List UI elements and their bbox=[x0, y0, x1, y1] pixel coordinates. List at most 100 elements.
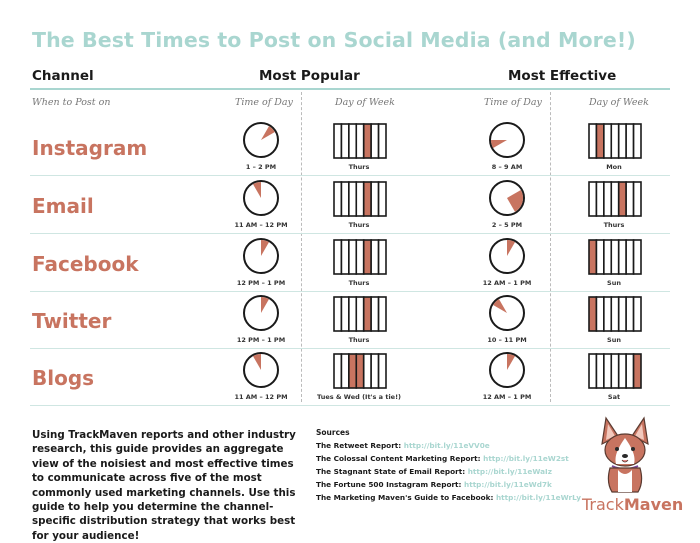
day-cell bbox=[370, 296, 380, 332]
popular-time-label: 12 PM – 1 PM bbox=[236, 336, 286, 344]
corgi-mascot-icon bbox=[601, 416, 649, 493]
day-cell bbox=[603, 353, 613, 389]
popular-time-label: 12 PM – 1 PM bbox=[236, 279, 286, 287]
day-cell bbox=[377, 123, 387, 159]
day-cell bbox=[610, 181, 620, 217]
header-divider bbox=[30, 88, 670, 90]
effective-day-label: Sat bbox=[607, 393, 621, 401]
popular-day-week-chart bbox=[333, 181, 387, 217]
day-cell bbox=[617, 353, 627, 389]
day-cell bbox=[625, 123, 635, 159]
effective-day-label: Thurs bbox=[603, 221, 625, 229]
day-cell-highlighted bbox=[355, 353, 365, 389]
row-divider bbox=[30, 233, 670, 234]
day-cell bbox=[610, 353, 620, 389]
effective-day-week-chart bbox=[588, 353, 642, 389]
popular-day-label: Tues & Wed (It's a tie!) bbox=[316, 393, 402, 401]
source-item: The Retweet Report: http://bit.ly/11eVV0… bbox=[316, 441, 490, 450]
popular-day-week-chart bbox=[333, 353, 387, 389]
day-cell bbox=[625, 181, 635, 217]
time-wedge bbox=[491, 140, 507, 148]
day-cell bbox=[362, 353, 372, 389]
day-cell-highlighted bbox=[362, 296, 372, 332]
day-cell bbox=[348, 239, 358, 275]
source-link[interactable]: http://bit.ly/11eWd7k bbox=[464, 480, 552, 489]
source-item: The Fortune 500 Instagram Report: http:/… bbox=[316, 480, 552, 489]
time-wedge bbox=[261, 297, 269, 313]
channel-name-instagram: Instagram bbox=[32, 136, 148, 160]
day-cell bbox=[603, 296, 613, 332]
popular-day-label: Thurs bbox=[348, 163, 370, 171]
day-cell-highlighted bbox=[617, 181, 627, 217]
day-cell bbox=[355, 181, 365, 217]
popular-time-clock-icon bbox=[243, 238, 279, 274]
source-link[interactable]: http://bit.ly/11eWrLy bbox=[495, 493, 582, 502]
source-link[interactable]: http://bit.ly/11eWaIz bbox=[467, 467, 553, 476]
popular-time-label: 11 AM – 12 PM bbox=[234, 221, 288, 229]
effective-time-clock-icon bbox=[489, 238, 525, 274]
day-cell-highlighted bbox=[588, 296, 598, 332]
day-cell bbox=[340, 239, 350, 275]
day-cell bbox=[632, 239, 642, 275]
day-cell bbox=[595, 353, 605, 389]
effective-day-label: Sun bbox=[607, 279, 621, 287]
sources-heading: Sources bbox=[316, 428, 350, 437]
subheader-when: When to Post on bbox=[32, 97, 111, 108]
channel-name-twitter: Twitter bbox=[32, 309, 112, 333]
day-cell bbox=[348, 123, 358, 159]
day-cell bbox=[340, 296, 350, 332]
source-link[interactable]: http://bit.ly/11eW2st bbox=[483, 454, 569, 463]
time-wedge bbox=[253, 354, 261, 370]
effective-day-week-chart bbox=[588, 181, 642, 217]
day-cell bbox=[595, 239, 605, 275]
effective-time-label: 8 – 9 AM bbox=[491, 163, 523, 171]
source-link[interactable]: http://bit.ly/11eVV0e bbox=[403, 441, 490, 450]
popular-time-clock-icon bbox=[243, 180, 279, 216]
day-cell bbox=[603, 239, 613, 275]
day-cell bbox=[340, 353, 350, 389]
time-wedge bbox=[507, 354, 515, 370]
column-divider-effective bbox=[550, 92, 551, 402]
effective-time-clock-icon bbox=[489, 122, 525, 158]
day-cell bbox=[632, 296, 642, 332]
day-cell bbox=[588, 181, 598, 217]
header-channel: Channel bbox=[32, 68, 94, 84]
day-cell bbox=[625, 239, 635, 275]
subheader-popular-time: Time of Day bbox=[235, 97, 293, 108]
popular-time-clock-icon bbox=[243, 352, 279, 388]
day-cell bbox=[340, 181, 350, 217]
day-cell bbox=[610, 123, 620, 159]
trackmaven-logo: TrackMaven bbox=[582, 495, 684, 514]
subheader-popular-day: Day of Week bbox=[335, 97, 395, 108]
effective-time-label: 10 – 11 PM bbox=[487, 336, 527, 344]
time-wedge bbox=[507, 190, 523, 212]
day-cell bbox=[370, 123, 380, 159]
channel-name-email: Email bbox=[32, 194, 94, 218]
popular-time-clock-icon bbox=[243, 122, 279, 158]
subheader-effective-day: Day of Week bbox=[589, 97, 649, 108]
day-cell-highlighted bbox=[348, 353, 358, 389]
day-cell bbox=[377, 353, 387, 389]
day-cell bbox=[333, 123, 343, 159]
channel-name-blogs: Blogs bbox=[32, 366, 95, 390]
day-cell bbox=[348, 296, 358, 332]
day-cell-highlighted bbox=[588, 239, 598, 275]
day-cell bbox=[370, 353, 380, 389]
effective-time-clock-icon bbox=[489, 352, 525, 388]
day-cell bbox=[617, 239, 627, 275]
row-divider bbox=[30, 175, 670, 176]
day-cell bbox=[333, 353, 343, 389]
day-cell bbox=[603, 123, 613, 159]
time-wedge bbox=[253, 182, 261, 198]
effective-time-clock-icon bbox=[489, 180, 525, 216]
time-wedge bbox=[261, 240, 269, 256]
effective-time-label: 12 AM – 1 PM bbox=[482, 279, 532, 287]
day-cell bbox=[377, 181, 387, 217]
day-cell bbox=[595, 296, 605, 332]
guide-description: Using TrackMaven reports and other indus… bbox=[32, 429, 296, 542]
header-most-popular: Most Popular bbox=[259, 68, 360, 84]
popular-day-week-chart bbox=[333, 123, 387, 159]
day-cell bbox=[625, 296, 635, 332]
day-cell-highlighted bbox=[595, 123, 605, 159]
popular-day-label: Thurs bbox=[348, 279, 370, 287]
